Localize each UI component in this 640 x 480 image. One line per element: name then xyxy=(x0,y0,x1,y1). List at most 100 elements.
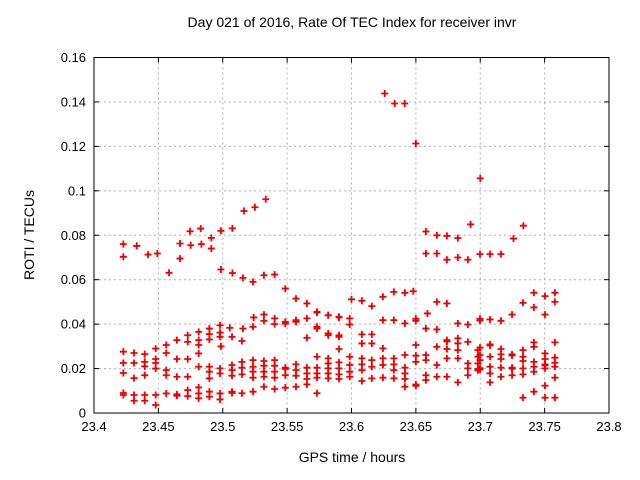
data-point-marker xyxy=(379,316,387,324)
data-point-marker xyxy=(195,394,203,402)
data-point-marker xyxy=(476,174,484,182)
data-point-marker xyxy=(249,278,257,286)
data-point-marker xyxy=(153,249,161,257)
data-point-marker xyxy=(390,354,398,362)
data-point-marker xyxy=(313,353,321,361)
data-point-marker xyxy=(119,253,127,261)
data-point-marker xyxy=(262,195,270,203)
x-tick-label: 23.65 xyxy=(400,419,433,434)
data-point-marker xyxy=(412,352,420,360)
data-point-marker xyxy=(281,285,289,293)
data-point-marker xyxy=(324,311,332,319)
data-point-marker xyxy=(281,384,289,392)
data-point-marker xyxy=(195,341,203,349)
data-point-marker xyxy=(205,368,213,376)
y-tick-label: 0.1 xyxy=(68,183,86,198)
data-point-marker xyxy=(184,338,192,346)
data-point-marker xyxy=(476,250,484,258)
data-point-marker xyxy=(173,373,181,381)
data-point-marker xyxy=(249,323,257,331)
data-point-marker xyxy=(240,207,248,215)
data-point-marker xyxy=(433,298,441,306)
data-point-marker xyxy=(249,368,257,376)
data-point-marker xyxy=(271,385,279,393)
data-point-marker xyxy=(454,346,462,354)
data-point-marker xyxy=(228,389,236,397)
data-point-marker xyxy=(401,351,409,359)
data-point-marker xyxy=(476,317,484,325)
y-tick-label: 0.14 xyxy=(61,94,86,109)
data-point-marker xyxy=(348,295,355,303)
data-point-marker xyxy=(390,316,398,324)
data-point-marker xyxy=(173,336,181,344)
data-point-marker xyxy=(152,401,160,409)
x-tick-label: 23.5 xyxy=(210,419,235,434)
data-point-marker xyxy=(249,374,257,382)
data-point-marker xyxy=(381,89,389,97)
x-tick-label: 23.75 xyxy=(528,419,561,434)
data-point-marker xyxy=(454,378,462,386)
data-point-marker xyxy=(443,299,451,307)
data-point-marker xyxy=(238,364,246,372)
data-point-marker xyxy=(368,330,376,338)
data-point-marker xyxy=(422,356,430,364)
data-point-marker xyxy=(497,250,505,258)
data-point-marker xyxy=(207,234,215,242)
data-point-marker xyxy=(162,349,170,357)
x-tick-label: 23.4 xyxy=(81,419,106,434)
data-point-marker xyxy=(530,289,538,297)
data-point-marker xyxy=(508,351,516,359)
data-point-marker xyxy=(551,374,559,382)
data-point-marker xyxy=(401,375,409,383)
data-point-marker xyxy=(467,220,475,228)
data-point-marker xyxy=(250,313,258,321)
data-point-marker xyxy=(497,317,505,325)
data-point-marker xyxy=(358,354,366,362)
data-point-marker xyxy=(476,344,484,352)
data-point-marker xyxy=(497,355,505,363)
data-point-marker xyxy=(486,341,494,349)
data-point-marker xyxy=(443,345,451,353)
data-point-marker xyxy=(260,317,268,325)
data-point-marker xyxy=(251,203,259,211)
y-tick-label: 0.16 xyxy=(61,50,86,65)
data-point-marker xyxy=(346,361,354,369)
data-point-marker xyxy=(358,366,366,374)
data-point-marker xyxy=(271,320,279,328)
data-point-marker xyxy=(412,317,420,325)
data-point-marker xyxy=(173,392,181,400)
data-point-marker xyxy=(176,255,184,263)
data-point-marker xyxy=(249,388,257,396)
data-point-marker xyxy=(176,239,184,247)
data-point-marker xyxy=(454,253,462,261)
data-point-marker xyxy=(346,321,354,329)
data-point-marker xyxy=(260,271,268,279)
data-point-marker xyxy=(486,250,494,258)
data-point-marker xyxy=(391,99,399,107)
data-point-marker xyxy=(422,227,430,235)
data-point-marker xyxy=(508,371,516,379)
y-tick-label: 0.06 xyxy=(61,272,86,287)
data-point-marker xyxy=(292,295,300,303)
data-point-marker xyxy=(119,348,127,356)
data-point-marker xyxy=(335,345,343,353)
data-point-marker xyxy=(281,365,289,373)
data-point-marker xyxy=(292,383,300,391)
data-point-marker xyxy=(401,319,409,327)
data-point-marker xyxy=(486,315,494,323)
data-point-marker xyxy=(509,235,517,243)
data-point-marker xyxy=(162,389,170,397)
y-tick-label: 0.12 xyxy=(61,139,86,154)
data-point-marker xyxy=(228,333,236,341)
data-point-marker xyxy=(303,380,311,388)
y-tick-label: 0.04 xyxy=(61,317,86,332)
x-axis-label: GPS time / hours xyxy=(298,449,406,465)
data-point-marker xyxy=(464,256,472,264)
data-point-marker xyxy=(541,394,549,402)
data-point-marker xyxy=(519,394,527,402)
data-point-marker xyxy=(454,354,462,362)
data-point-marker xyxy=(313,374,321,382)
data-point-marker xyxy=(422,325,430,333)
data-point-marker xyxy=(443,373,451,381)
